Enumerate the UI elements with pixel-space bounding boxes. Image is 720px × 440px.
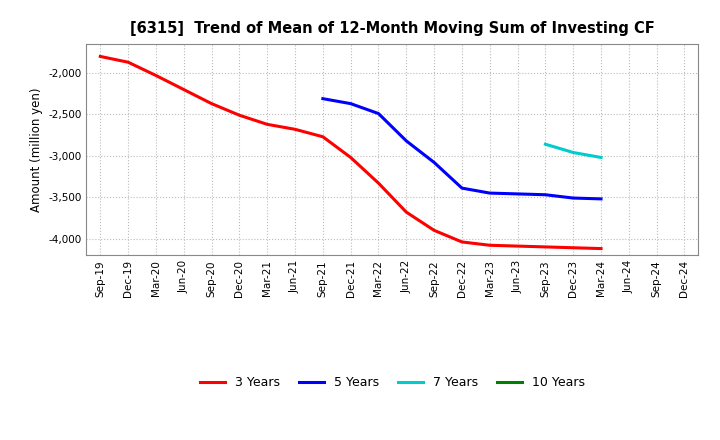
Legend: 3 Years, 5 Years, 7 Years, 10 Years: 3 Years, 5 Years, 7 Years, 10 Years <box>195 371 590 394</box>
Line: 5 Years: 5 Years <box>323 99 601 199</box>
7 Years <box>569 150 577 155</box>
5 Years <box>485 191 494 196</box>
3 Years <box>485 242 494 248</box>
5 Years <box>346 101 355 106</box>
7 Years <box>597 155 606 160</box>
7 Years <box>541 142 550 147</box>
3 Years <box>569 245 577 250</box>
3 Years <box>124 59 132 65</box>
5 Years <box>597 196 606 202</box>
3 Years <box>374 180 383 186</box>
3 Years <box>513 243 522 249</box>
3 Years <box>346 155 355 160</box>
3 Years <box>263 122 271 127</box>
5 Years <box>458 186 467 191</box>
3 Years <box>318 134 327 139</box>
3 Years <box>207 101 216 106</box>
5 Years <box>318 96 327 101</box>
5 Years <box>569 195 577 201</box>
Title: [6315]  Trend of Mean of 12-Month Moving Sum of Investing CF: [6315] Trend of Mean of 12-Month Moving … <box>130 21 654 36</box>
Line: 3 Years: 3 Years <box>100 56 601 249</box>
3 Years <box>152 73 161 78</box>
Y-axis label: Amount (million yen): Amount (million yen) <box>30 88 42 212</box>
5 Years <box>513 191 522 197</box>
3 Years <box>541 244 550 249</box>
3 Years <box>430 228 438 233</box>
3 Years <box>179 87 188 92</box>
5 Years <box>541 192 550 198</box>
3 Years <box>402 209 410 215</box>
5 Years <box>402 138 410 143</box>
3 Years <box>597 246 606 251</box>
3 Years <box>235 113 243 118</box>
5 Years <box>374 111 383 116</box>
3 Years <box>96 54 104 59</box>
Line: 7 Years: 7 Years <box>546 144 601 158</box>
3 Years <box>291 127 300 132</box>
3 Years <box>458 239 467 245</box>
5 Years <box>430 160 438 165</box>
